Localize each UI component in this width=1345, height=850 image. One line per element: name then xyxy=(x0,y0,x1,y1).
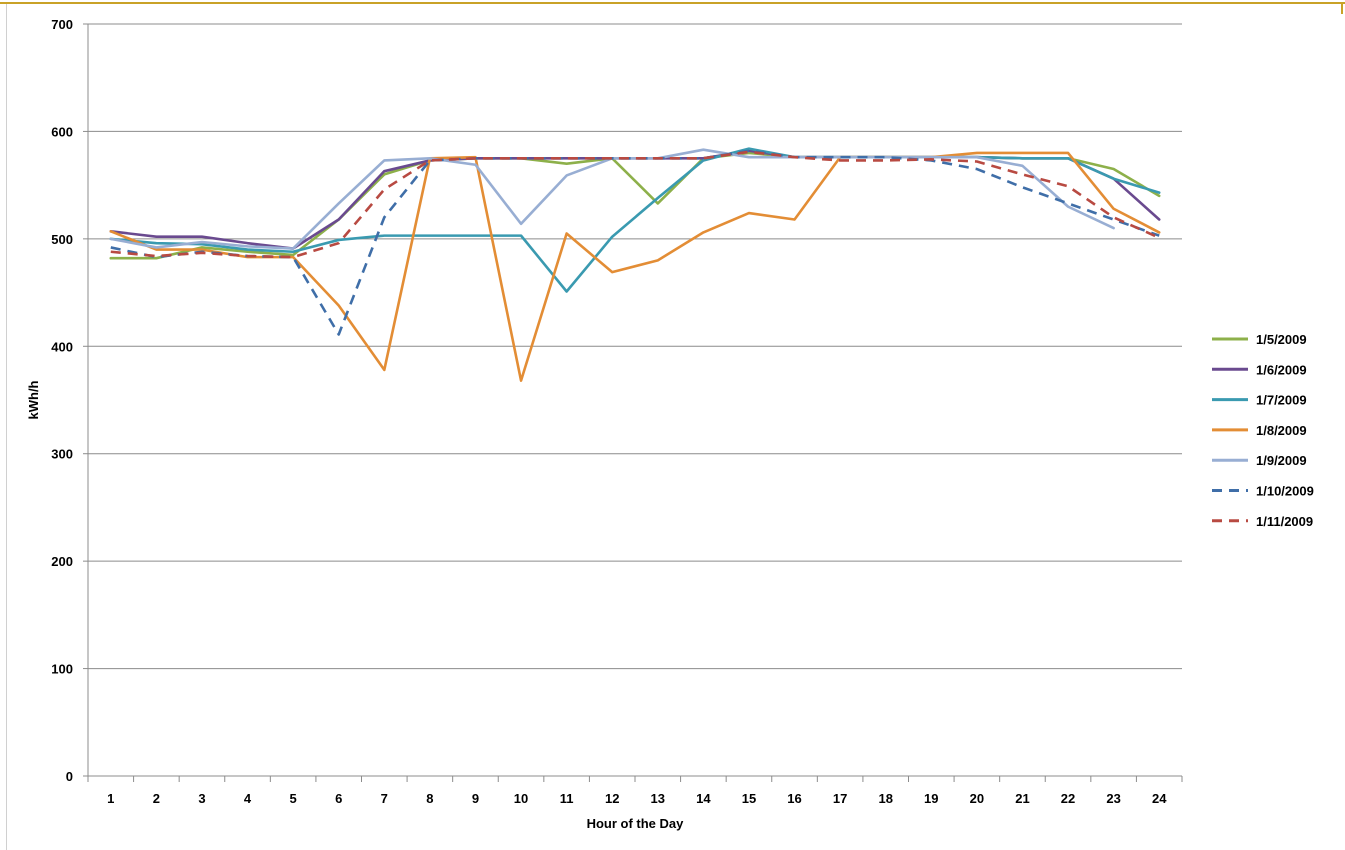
legend: 1/5/2009 1/6/2009 1/7/2009 1/8/2009 1/9/2009… xyxy=(1212,332,1314,529)
x-tick-label: 7 xyxy=(381,791,388,806)
legend-label: 1/10/2009 xyxy=(1256,484,1314,499)
x-tick-label: 13 xyxy=(651,791,665,806)
x-tick-labels: 1 2 3 4 5 6 7 8 9 10 11 12 13 14 15 16 17 18 19 20 21 22 23 24 xyxy=(107,791,1167,806)
x-tick-label: 17 xyxy=(833,791,847,806)
x-tick-label: 12 xyxy=(605,791,619,806)
x-tick-label: 20 xyxy=(970,791,984,806)
y-tick-label: 700 xyxy=(51,17,73,32)
x-tick-label: 16 xyxy=(787,791,801,806)
series-line-1-9-2009 xyxy=(109,148,1115,250)
x-tick-label: 6 xyxy=(335,791,342,806)
left-frame-line xyxy=(6,4,7,850)
y-tick-labels: 0 100 200 300 400 500 600 700 xyxy=(51,17,73,784)
x-tick-label: 5 xyxy=(290,791,297,806)
x-tick-label: 8 xyxy=(426,791,433,806)
legend-label: 1/11/2009 xyxy=(1256,514,1313,529)
x-tick-label: 9 xyxy=(472,791,479,806)
x-tick-label: 19 xyxy=(924,791,938,806)
y-axis-title: kWh/h xyxy=(26,380,41,419)
right-frame-mark xyxy=(1341,4,1343,14)
legend-label: 1/5/2009 xyxy=(1256,332,1307,347)
y-tick-label: 300 xyxy=(51,447,73,462)
gridlines xyxy=(88,23,1182,670)
x-tick-label: 14 xyxy=(696,791,711,806)
y-tick-label: 100 xyxy=(51,662,73,677)
x-tick-label: 2 xyxy=(153,791,160,806)
x-tick-label: 10 xyxy=(514,791,528,806)
x-tick-label: 15 xyxy=(742,791,756,806)
y-tick-label: 200 xyxy=(51,554,73,569)
axes xyxy=(83,23,1183,782)
top-border-line xyxy=(0,2,1345,4)
x-axis-title: Hour of the Day xyxy=(587,816,685,831)
x-tick-label: 22 xyxy=(1061,791,1075,806)
x-tick-label: 21 xyxy=(1015,791,1029,806)
x-tick-label: 24 xyxy=(1152,791,1167,806)
legend-label: 1/9/2009 xyxy=(1256,453,1307,468)
series-line-1-5-2009 xyxy=(109,151,1161,260)
series-line-1-10-2009 xyxy=(110,149,1160,336)
series-line-1-11-2009 xyxy=(110,150,1160,259)
legend-label: 1/8/2009 xyxy=(1256,423,1307,438)
y-tick-label: 600 xyxy=(51,124,73,139)
x-tick-label: 18 xyxy=(878,791,892,806)
legend-label: 1/6/2009 xyxy=(1256,362,1307,377)
y-tick-label: 400 xyxy=(51,339,73,354)
x-tick-label: 1 xyxy=(107,791,114,806)
x-tick-label: 4 xyxy=(244,791,252,806)
legend-label: 1/7/2009 xyxy=(1256,393,1307,408)
series-line-1-7-2009 xyxy=(109,147,1161,293)
x-tick-label: 11 xyxy=(560,791,574,806)
y-tick-label: 0 xyxy=(66,769,73,784)
x-tick-label: 23 xyxy=(1106,791,1120,806)
y-tick-label: 500 xyxy=(51,232,73,247)
series-lines xyxy=(109,147,1161,382)
series-line-1-6-2009 xyxy=(109,149,1161,250)
x-tick-label: 3 xyxy=(198,791,205,806)
